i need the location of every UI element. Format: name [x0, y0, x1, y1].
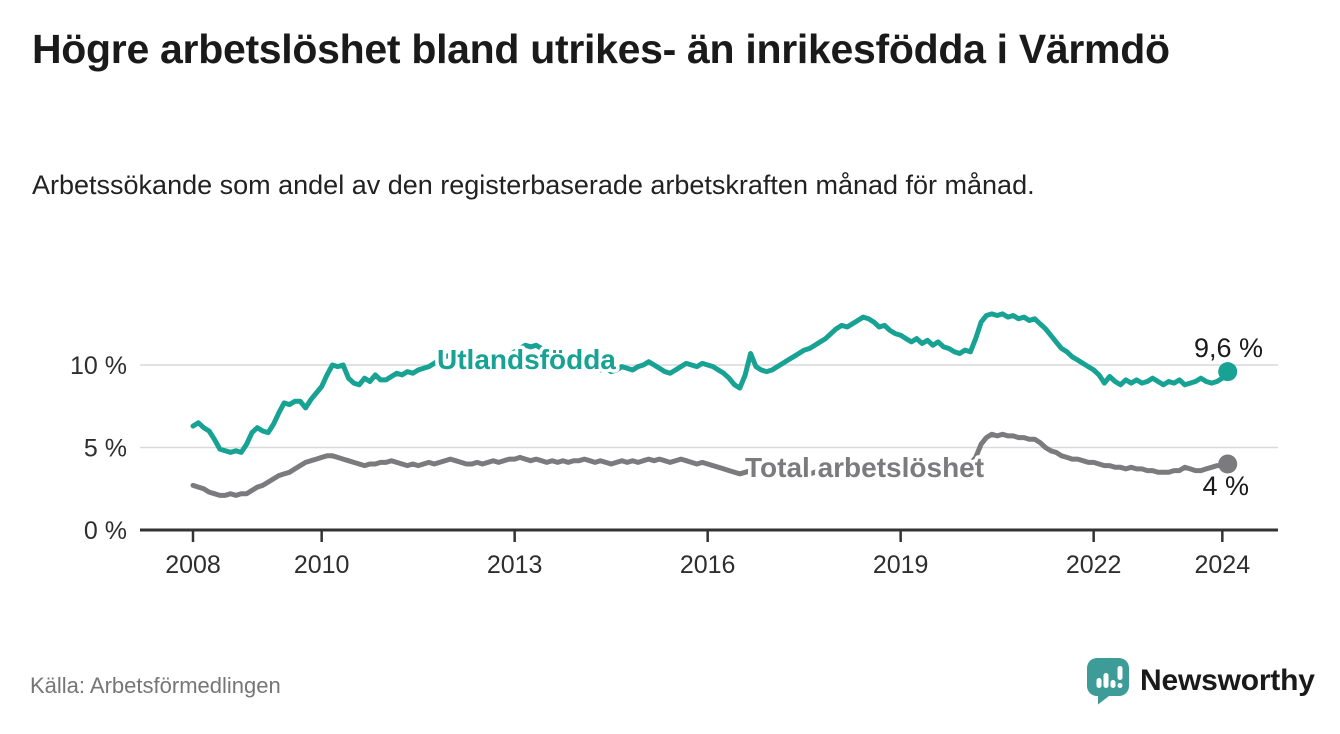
end-value-label-foreign-born: 9,6 %: [1194, 333, 1263, 363]
x-tick-label-2019: 2019: [873, 551, 929, 579]
bar-icon-short: [1096, 678, 1102, 688]
series-label-total: Total arbetslöshet: [745, 452, 984, 483]
series-line-foreign-born: [190, 311, 1231, 455]
y-axis-label-10: 10 %: [70, 352, 127, 380]
series-endpoint-dot-foreign-born: [1218, 362, 1238, 382]
page-subtitle: Arbetssökande som andel av den registerb…: [32, 170, 1035, 200]
series-endpoint-dot-total: [1218, 454, 1238, 474]
exclamation-dot-icon: [1117, 683, 1123, 688]
exclamation-stem-icon: [1117, 666, 1123, 680]
bar-icon-tall: [1103, 673, 1109, 688]
y-axis-label-5: 5 %: [84, 435, 127, 463]
y-axis-label-0: 0 %: [84, 517, 127, 545]
x-axis-ticks: 2008 2010 2013 2016 2019 2022 2024: [165, 530, 1250, 579]
x-tick-label-2010: 2010: [294, 551, 350, 579]
series-line-total: [190, 431, 1231, 498]
newsworthy-logo: Newsworthy: [1086, 656, 1315, 706]
newsworthy-logo-text: Newsworthy: [1140, 664, 1315, 697]
source-text: Källa: Arbetsförmedlingen: [30, 673, 281, 698]
bar-icon-shortest: [1110, 680, 1116, 688]
end-value-label-total: 4 %: [1202, 471, 1249, 501]
x-tick-label-2022: 2022: [1066, 551, 1122, 579]
bar-chart-speech-bubble-icon: [1087, 658, 1129, 705]
x-tick-label-2008: 2008: [165, 551, 221, 579]
x-tick-label-2016: 2016: [680, 551, 736, 579]
x-tick-label-2013: 2013: [487, 551, 543, 579]
page-title: Högre arbetslöshet bland utrikes- än inr…: [32, 26, 1170, 72]
x-tick-label-2024: 2024: [1195, 551, 1251, 579]
series-label-foreign-born: Utlandsfödda: [437, 344, 616, 375]
